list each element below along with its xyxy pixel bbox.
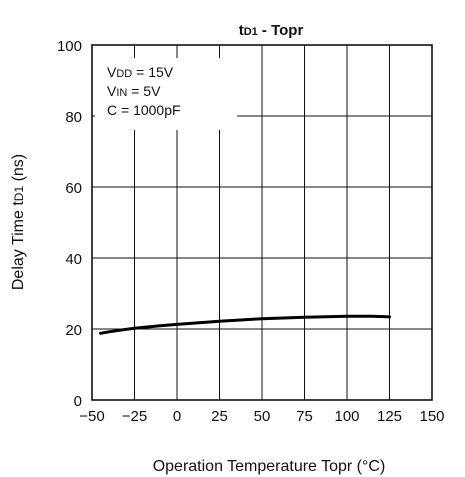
x-tick-label: −50: [79, 408, 104, 425]
conditions-background: [95, 58, 237, 130]
chart-title-rest: - Topr: [258, 22, 304, 39]
x-tick-label: 25: [211, 408, 228, 425]
x-tick-labels: −50 −25 0 25 50 75 100 125 150: [79, 408, 444, 425]
plot-frame: [91, 44, 433, 401]
chart-title-main: t: [239, 22, 244, 39]
y-tick-label: 80: [65, 109, 82, 126]
x-tick-label: 0: [173, 408, 181, 425]
series-line: [99, 314, 391, 335]
chart-title: tD1 - Topr: [239, 22, 304, 39]
y-tick-labels: 0 20 40 60 80 100: [57, 38, 82, 410]
conditions-box: VDD = 15V VIN = 5V C = 1000pF: [95, 58, 237, 130]
x-tick-label: 125: [377, 408, 402, 425]
y-tick-label: 40: [65, 251, 82, 268]
grid: [92, 45, 432, 400]
chart-title-sub: D1: [244, 26, 258, 38]
y-tick-label: 20: [65, 322, 82, 339]
x-tick-label: −25: [122, 408, 147, 425]
y-axis-title: Delay Time tD1 (ns): [10, 154, 27, 290]
condition-text: VDD = 15V: [107, 64, 174, 80]
condition-text: C = 1000pF: [107, 102, 181, 118]
y-axis-title-main: Delay Time t: [10, 201, 27, 290]
x-tick-label: 75: [296, 408, 313, 425]
condition-text: VIN = 5V: [107, 83, 161, 99]
y-tick-label: 0: [74, 393, 82, 410]
y-axis-title-rest: (ns): [10, 154, 27, 186]
y-axis-title-sub: D1: [12, 186, 26, 202]
x-axis-title: Operation Temperature Topr (°C): [153, 458, 386, 475]
x-tick-label: 150: [419, 408, 444, 425]
series: [99, 314, 391, 335]
y-tick-label: 60: [65, 180, 82, 197]
x-tick-label: 100: [334, 408, 359, 425]
x-tick-label: 50: [254, 408, 271, 425]
y-tick-label: 100: [57, 38, 82, 55]
